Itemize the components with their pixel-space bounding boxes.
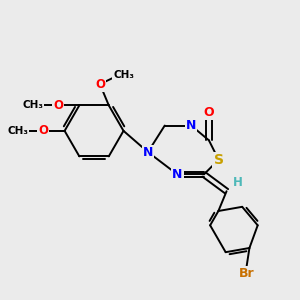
Text: O: O	[38, 124, 48, 137]
Text: S: S	[214, 153, 224, 167]
Text: CH₃: CH₃	[113, 70, 134, 80]
Text: O: O	[95, 78, 105, 91]
Text: N: N	[143, 146, 153, 159]
Text: CH₃: CH₃	[22, 100, 43, 110]
Text: CH₃: CH₃	[7, 126, 28, 136]
Text: Br: Br	[239, 267, 254, 280]
Text: N: N	[186, 119, 196, 132]
Text: H: H	[233, 176, 243, 189]
Text: O: O	[53, 99, 63, 112]
Text: N: N	[172, 168, 183, 181]
Text: O: O	[204, 106, 214, 119]
